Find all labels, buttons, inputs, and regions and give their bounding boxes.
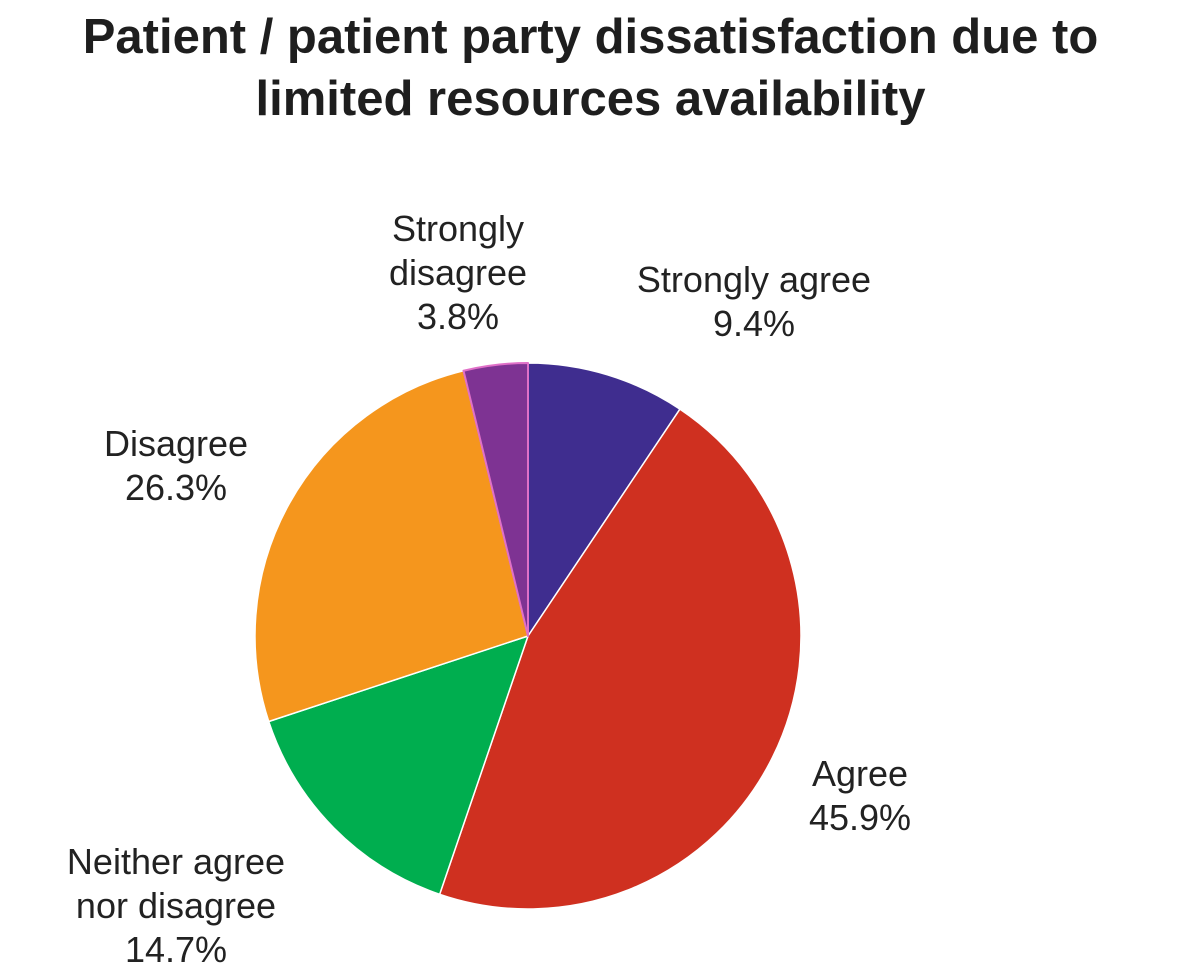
- slice-label-line: Disagree: [104, 423, 248, 464]
- chart-title-line-1: Patient / patient party dissatisfaction …: [82, 10, 1099, 64]
- slice-label-strongly-agree: Strongly agree 9.4%: [637, 259, 871, 344]
- slice-value-strongly-agree: 9.4%: [713, 303, 795, 344]
- slice-label-line: Strongly: [392, 208, 524, 249]
- slice-value-disagree: 26.3%: [125, 467, 227, 508]
- slice-label-line: Agree: [812, 753, 908, 794]
- slice-label-line: disagree: [389, 252, 527, 293]
- chart-title-line-2: limited resources availability: [255, 72, 926, 126]
- slice-label-neither-agree-nor-disagree: Neither agree nor disagree 14.7%: [67, 841, 285, 970]
- pie-slice-agree: [438, 408, 802, 910]
- slice-value-agree: 45.9%: [809, 797, 911, 838]
- slice-label-line: nor disagree: [76, 885, 276, 926]
- pie-slice-disagree: [254, 369, 529, 723]
- pie-labels: Strongly agree 9.4% Agree 45.9% Neither agre…: [67, 208, 911, 970]
- slice-label-disagree: Disagree 26.3%: [104, 423, 248, 508]
- slice-label-strongly-disagree: Strongly disagree 3.8%: [389, 208, 527, 337]
- slice-value-neither-agree-nor-disagree: 14.7%: [125, 929, 227, 970]
- pie-slice-strongly-agree: [527, 362, 681, 637]
- slice-label-line: Neither agree: [67, 841, 285, 882]
- pie-slice-strongly-disagree: [462, 362, 529, 637]
- chart-title: Patient / patient party dissatisfaction …: [0, 6, 1181, 130]
- slice-label-line: Strongly agree: [637, 259, 871, 300]
- slice-value-strongly-disagree: 3.8%: [417, 296, 499, 337]
- slice-label-agree: Agree 45.9%: [809, 753, 911, 838]
- pie-slices: [254, 362, 802, 910]
